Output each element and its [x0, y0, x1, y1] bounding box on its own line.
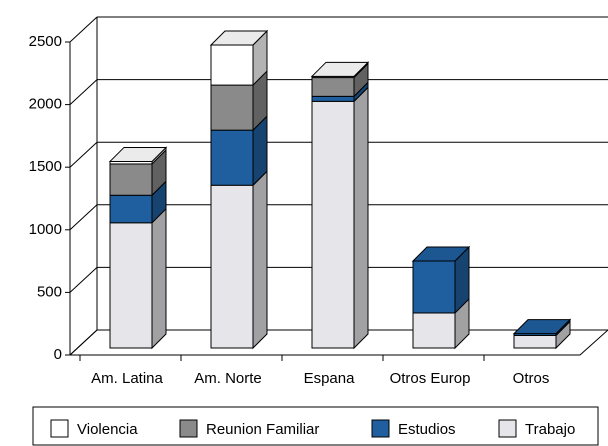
x-tick-label: Am. Norte	[194, 370, 262, 387]
bar-segment	[109, 222, 153, 349]
bar-segment	[210, 44, 254, 86]
bar-segment	[210, 129, 254, 186]
y-tick-label: 1500	[29, 158, 62, 175]
y-tick-label: 0	[54, 346, 62, 363]
y-tick-label: 1000	[29, 221, 62, 238]
legend-swatch	[371, 419, 390, 438]
y-tick-label: 2500	[29, 33, 62, 50]
legend-swatch	[498, 419, 517, 438]
bar-top	[209, 30, 269, 46]
y-tick-label: 500	[37, 283, 62, 300]
bar-segment	[109, 194, 153, 224]
legend-label: Violencia	[77, 421, 138, 438]
bar-segment	[109, 163, 153, 196]
bar-top	[310, 61, 370, 77]
bar-top	[512, 319, 572, 335]
legend-label: Estudios	[398, 421, 456, 438]
grid-line	[69, 79, 98, 105]
bar-segment	[412, 312, 456, 349]
bar-segment	[210, 84, 254, 131]
y-tick-label: 2000	[29, 96, 62, 113]
bar-segment	[513, 334, 557, 349]
bar-side	[252, 170, 268, 350]
x-tick-label: Espana	[304, 370, 356, 387]
x-tick-label: Otros	[513, 370, 550, 387]
legend-label: Reunion Familiar	[206, 421, 319, 438]
legend-swatch	[50, 419, 69, 438]
x-tick-label: Otros Europ	[390, 370, 471, 387]
bar-segment	[311, 95, 355, 102]
x-tick-label: Am. Latina	[91, 370, 163, 387]
bar-top	[108, 146, 168, 162]
bar-segment	[412, 260, 456, 314]
grid-line	[69, 16, 98, 43]
bar-segment	[311, 100, 355, 349]
grid-line	[69, 329, 98, 356]
legend-swatch	[179, 419, 198, 438]
grid-line	[69, 204, 98, 231]
bar-side	[151, 207, 167, 350]
bar-side	[353, 86, 369, 350]
grid-line	[69, 267, 98, 293]
bar-segment	[210, 184, 254, 349]
bar-segment	[311, 77, 355, 97]
bar-top	[411, 246, 471, 262]
grid-line	[69, 141, 98, 168]
legend-label: Trabajo	[525, 421, 575, 438]
